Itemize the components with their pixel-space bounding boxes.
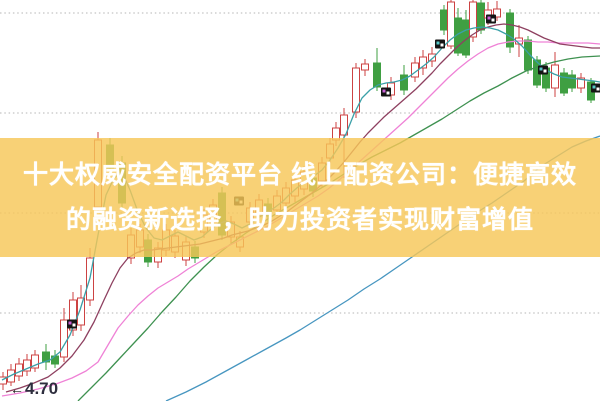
candle: [493, 8, 501, 18]
candle: [106, 144, 114, 169]
signal-marker-accent-dot: [592, 85, 596, 89]
candle: [332, 127, 340, 141]
candle: [577, 77, 585, 89]
candle: [340, 114, 348, 136]
ma-mid-magenta: [1, 40, 600, 397]
low-price-label: ← 4.70: [10, 379, 58, 399]
candle: [191, 246, 199, 259]
signal-marker-accent-dot: [68, 321, 72, 325]
candle: [352, 67, 360, 113]
candle: [200, 214, 208, 233]
candle: [118, 162, 126, 204]
signal-marker-white-dot: [72, 323, 76, 327]
signal-marker-accent-dot: [235, 198, 239, 202]
candle: [218, 192, 226, 236]
candle: [477, 2, 485, 31]
candle: [255, 199, 263, 216]
candle: [246, 207, 254, 223]
candle: [94, 139, 102, 208]
candle: [309, 177, 317, 192]
candle: [0, 376, 7, 385]
candle: [568, 74, 576, 89]
candle: [31, 354, 39, 369]
candle: [60, 319, 68, 358]
candle: [551, 64, 559, 89]
signal-marker-white-dot: [596, 87, 600, 91]
candle: [182, 241, 190, 261]
signal-marker-white-dot: [440, 43, 444, 47]
candle: [77, 297, 85, 326]
left-arrow-icon: ←: [10, 381, 24, 397]
candle: [560, 72, 568, 94]
candle: [171, 235, 179, 253]
candle: [136, 229, 144, 248]
candle: [454, 17, 462, 54]
candle: [428, 53, 436, 62]
candle: [144, 239, 152, 263]
candle: [506, 12, 514, 48]
signal-marker-accent-dot: [487, 16, 491, 20]
candle: [400, 74, 408, 91]
candle: [361, 63, 369, 71]
candle: [162, 229, 170, 251]
signal-marker-white-dot: [386, 91, 390, 95]
candle: [469, 1, 477, 38]
signal-marker-accent-dot: [436, 41, 440, 45]
signal-marker-accent-dot: [539, 67, 543, 71]
signal-marker-white-dot: [543, 69, 547, 73]
candle: [419, 56, 427, 69]
candle: [23, 359, 31, 372]
candle: [15, 363, 23, 377]
signal-marker-white-dot: [239, 200, 243, 204]
candle: [209, 204, 217, 223]
low-price-value: 4.70: [25, 379, 59, 398]
candle: [440, 9, 448, 31]
candle: [69, 299, 77, 331]
candle: [373, 62, 381, 88]
ma-long-blue: [165, 135, 600, 401]
signal-marker-white-dot: [491, 18, 495, 22]
signal-marker-accent-dot: [382, 89, 386, 93]
ma-slow-green: [77, 55, 600, 401]
